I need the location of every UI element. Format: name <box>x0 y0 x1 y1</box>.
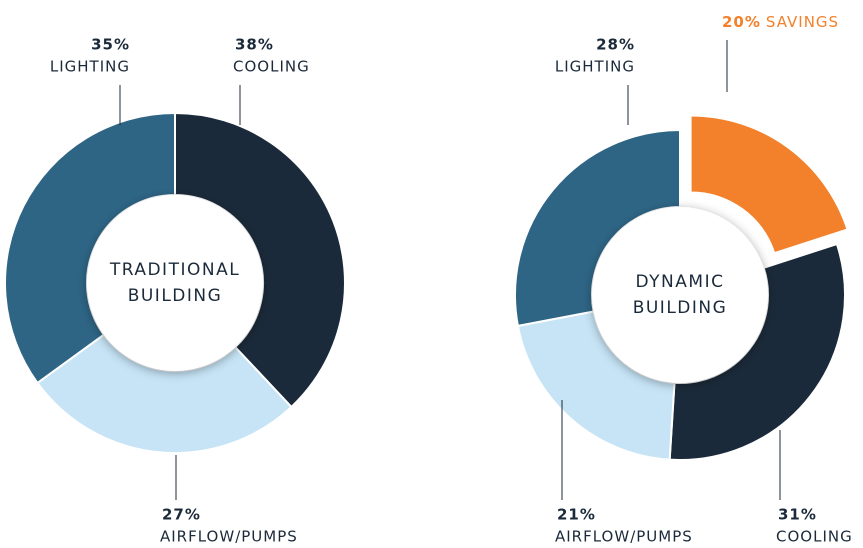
category-label: COOLING <box>233 58 310 76</box>
value-label: 20% <box>722 13 761 31</box>
category-label: AIRFLOW/PUMPS <box>160 528 298 546</box>
value-label: 21% <box>557 506 596 524</box>
center-label: DYNAMIC <box>636 272 725 292</box>
center-label: TRADITIONAL <box>109 260 240 280</box>
category-label: SAVINGS <box>766 13 839 31</box>
category-label: LIGHTING <box>50 58 130 76</box>
value-label: 27% <box>162 506 201 524</box>
center-label: BUILDING <box>128 286 223 306</box>
center-label: BUILDING <box>633 298 728 318</box>
category-label: LIGHTING <box>555 58 635 76</box>
value-label: 35% <box>91 36 130 54</box>
center-circle <box>87 195 263 371</box>
value-label: 31% <box>778 506 817 524</box>
value-label: 28% <box>596 36 635 54</box>
center-circle <box>592 207 768 383</box>
category-label: AIRFLOW/PUMPS <box>555 528 693 546</box>
slice <box>689 114 849 255</box>
category-label: COOLING <box>776 528 853 546</box>
value-label: 38% <box>235 36 274 54</box>
slice-label: 20% SAVINGS <box>722 13 839 31</box>
